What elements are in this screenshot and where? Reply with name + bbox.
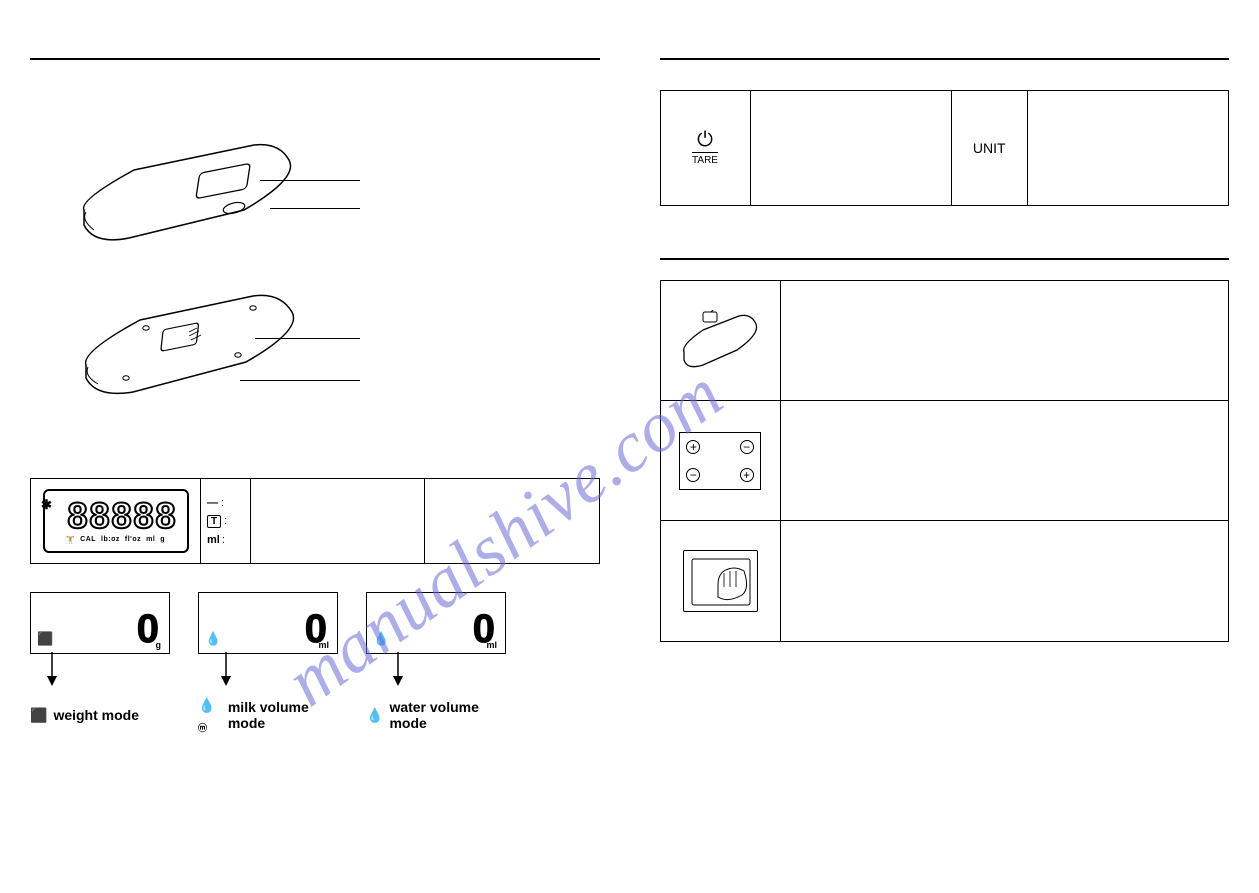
tare-key-icon-cell: ⏻ TARE bbox=[661, 91, 751, 205]
weight-icon: ⬛ bbox=[37, 631, 53, 647]
hand-press-illustration bbox=[683, 550, 758, 612]
mode-label-water: 💧 water volume mode bbox=[366, 697, 506, 734]
divider bbox=[660, 58, 1230, 60]
lcd-legend-row: ✱ 88888 🏋 CAL lb:oz fl'oz ml g bbox=[30, 478, 600, 564]
mode-box-milk: 💧 0 ml bbox=[198, 592, 338, 654]
mode-arrows bbox=[30, 652, 590, 692]
weight-icon: ⬛ bbox=[30, 707, 47, 724]
power-icon: ⏻ bbox=[697, 130, 713, 150]
tare-label: TARE bbox=[692, 152, 718, 166]
install-step3-text bbox=[781, 521, 1229, 641]
mode-boxes: ⬛ 0 g 💧 0 ml 💧 0 ml bbox=[30, 592, 600, 654]
install-steps-table: + − − + bbox=[660, 280, 1230, 642]
install-row-3 bbox=[661, 521, 1229, 641]
lcd-display-cell: ✱ 88888 🏋 CAL lb:oz fl'oz ml g bbox=[31, 479, 201, 563]
right-page: ⏻ TARE UNIT bbox=[660, 50, 1230, 734]
tare-desc-cell bbox=[751, 91, 952, 205]
install-step1-text bbox=[781, 281, 1229, 400]
mode-label-weight: ⬛ weight mode bbox=[30, 697, 170, 734]
scale-top-illustration bbox=[74, 140, 304, 250]
install-step1-image bbox=[661, 281, 781, 400]
water-icon: 💧 bbox=[366, 707, 383, 724]
milk-icon: 💧ⓜ bbox=[198, 697, 222, 734]
install-row-2: + − − + bbox=[661, 401, 1229, 521]
milk-icon: 💧 bbox=[205, 631, 221, 647]
water-icon: 💧 bbox=[373, 631, 389, 647]
lcd-desc-2 bbox=[425, 479, 598, 563]
lcd-frame: 88888 🏋 CAL lb:oz fl'oz ml g bbox=[43, 489, 189, 553]
unit-desc-cell bbox=[1028, 91, 1228, 205]
lcd-digits: 88888 bbox=[67, 498, 176, 534]
mode-box-water: 💧 0 ml bbox=[366, 592, 506, 654]
lcd-side-icons: —: T: ml: bbox=[201, 479, 251, 563]
bluetooth-icon: ✱ bbox=[41, 497, 52, 513]
divider bbox=[660, 258, 1230, 260]
unit-key-label: UNIT bbox=[952, 91, 1028, 205]
divider bbox=[30, 58, 600, 60]
install-step3-image bbox=[661, 521, 781, 641]
mode-labels: ⬛ weight mode 💧ⓜ milk volume mode 💧 wate… bbox=[30, 697, 600, 734]
mode-label-milk: 💧ⓜ milk volume mode bbox=[198, 697, 338, 734]
key-function-table: ⏻ TARE UNIT bbox=[660, 90, 1230, 206]
install-step2-image: + − − + bbox=[661, 401, 781, 520]
left-page: ✱ 88888 🏋 CAL lb:oz fl'oz ml g bbox=[30, 50, 600, 734]
mode-box-weight: ⬛ 0 g bbox=[30, 592, 170, 654]
device-overview-diagram bbox=[30, 80, 600, 450]
scale-bottom-illustration bbox=[78, 290, 303, 410]
install-step2-text bbox=[781, 401, 1229, 520]
battery-polarity-grid: + − − + bbox=[679, 432, 761, 490]
lcd-unit-icons: 🏋 CAL lb:oz fl'oz ml g bbox=[66, 536, 165, 544]
lcd-desc-1 bbox=[251, 479, 425, 563]
install-row-1 bbox=[661, 281, 1229, 401]
